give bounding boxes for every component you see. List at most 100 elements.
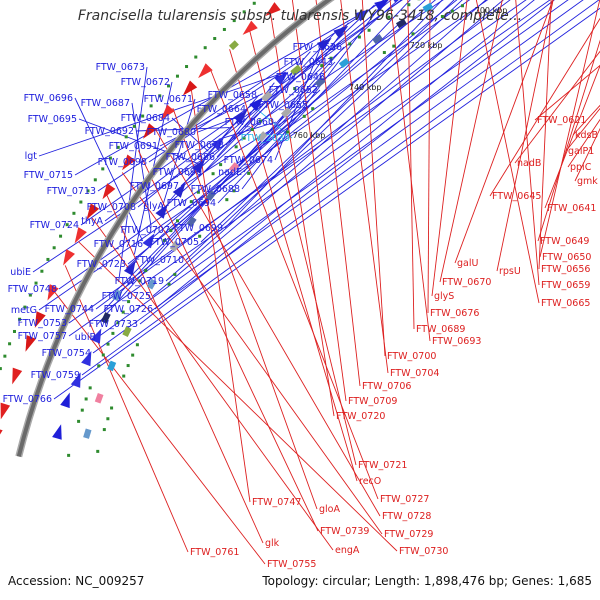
gene-labels: FTW_0636 FTW_0643 FTW_0646 FTW_0673 FTW_0652… bbox=[3, 42, 599, 570]
rna-marker bbox=[258, 119, 262, 123]
leader-line bbox=[52, 289, 266, 565]
gene-label: galU bbox=[457, 258, 478, 269]
rna-marker bbox=[242, 136, 246, 140]
rna-marker bbox=[196, 190, 200, 194]
gene-label: FTW_0761 bbox=[190, 547, 239, 558]
gene-label: FTW_0689 bbox=[416, 324, 465, 335]
rna-marker bbox=[242, 10, 246, 14]
forward-gene-arrow bbox=[249, 97, 264, 112]
leader-line bbox=[178, 104, 311, 189]
gene-label: FTW_0716 bbox=[94, 239, 143, 250]
leader-line bbox=[68, 0, 551, 337]
leader-line bbox=[81, 0, 600, 376]
gene-block bbox=[338, 57, 350, 69]
reverse-gene-arrow bbox=[0, 429, 3, 435]
reverse-gene-arrow bbox=[142, 123, 157, 139]
leader-line bbox=[291, 0, 347, 402]
rna-marker bbox=[97, 364, 101, 368]
rna-marker bbox=[302, 114, 306, 118]
leader-line bbox=[534, 64, 600, 121]
leader-line bbox=[38, 71, 287, 157]
gene-label: gloA bbox=[319, 504, 340, 515]
gene-label: FTW_0699 bbox=[174, 223, 223, 234]
rna-marker bbox=[80, 408, 84, 412]
rna-marker bbox=[34, 281, 38, 285]
rna-marker bbox=[320, 64, 324, 68]
rna-marker bbox=[329, 56, 333, 60]
gene-block bbox=[146, 278, 157, 290]
gene-label: FTW_0673 bbox=[96, 62, 145, 73]
gene-block bbox=[169, 240, 180, 252]
gene-label: FTW_0754 bbox=[42, 348, 91, 359]
gene-label: FTW_0650 bbox=[542, 252, 591, 263]
rna-marker bbox=[450, 9, 454, 13]
kbp-tick-label: 720 kbp bbox=[410, 41, 443, 50]
gene-block bbox=[205, 190, 217, 202]
gene-label: FTW_0730 bbox=[399, 546, 448, 557]
leader-line bbox=[209, 68, 379, 500]
rna-marker bbox=[411, 32, 415, 36]
gene-label: FTW_0674 bbox=[224, 155, 273, 166]
feature-rings bbox=[0, 0, 464, 457]
gene-label: FTW_0621 bbox=[537, 115, 586, 126]
rna-marker bbox=[311, 107, 315, 111]
gene-label: FTW_0705 bbox=[150, 237, 199, 248]
rna-marker bbox=[175, 219, 179, 223]
rna-marker bbox=[293, 87, 297, 91]
rna-marker bbox=[8, 342, 12, 346]
forward-gene-arrow bbox=[70, 372, 81, 388]
gene-label: FTW_0695 bbox=[28, 114, 77, 125]
rna-marker bbox=[18, 317, 22, 321]
gene-block bbox=[228, 40, 239, 51]
forward-gene-arrow bbox=[393, 0, 398, 3]
gene-label: FTW_0693 bbox=[432, 336, 481, 347]
rna-marker bbox=[211, 172, 215, 176]
gene-label: FTW_0708 bbox=[87, 202, 136, 213]
gene-label: FTW_0713 bbox=[47, 186, 96, 197]
leader-line bbox=[77, 241, 398, 552]
gene-label: FTW_0710 bbox=[135, 255, 184, 266]
rna-marker bbox=[348, 42, 352, 46]
leader-line bbox=[106, 194, 264, 544]
rna-marker bbox=[138, 279, 142, 283]
leader-line bbox=[97, 0, 385, 192]
reverse-gene-arrow bbox=[198, 63, 213, 79]
forward-gene-arrow bbox=[191, 159, 206, 174]
rna-marker bbox=[40, 269, 44, 273]
gene-label: FTW_0709 bbox=[348, 396, 397, 407]
leader-line bbox=[229, 49, 358, 482]
rna-marker bbox=[28, 293, 32, 297]
rna-marker bbox=[141, 114, 145, 118]
rna-marker bbox=[101, 353, 105, 357]
rna-marker bbox=[88, 386, 92, 390]
leader-line bbox=[159, 98, 196, 215]
gene-label: engA bbox=[335, 545, 360, 556]
leader-line bbox=[427, 0, 431, 314]
reverse-gene-arrow bbox=[265, 2, 281, 17]
gene-label: FTW_0686 bbox=[166, 152, 215, 163]
gene-label: FTW_0707 bbox=[121, 225, 170, 236]
leader-line bbox=[439, 0, 503, 283]
forward-gene-arrow bbox=[60, 392, 70, 409]
rna-marker bbox=[203, 46, 207, 50]
gene-label: FTW_0671 bbox=[144, 94, 193, 105]
leader-line bbox=[95, 0, 511, 310]
gene-block bbox=[112, 289, 123, 302]
genome-backbone bbox=[15, 0, 335, 458]
gene-label: gmk bbox=[577, 176, 598, 187]
gene-label: thyA bbox=[81, 216, 103, 227]
forward-gene-arrow bbox=[374, 0, 389, 12]
kbp-tick-label: 760 kbp bbox=[293, 131, 326, 140]
gene-label: FTW_0724 bbox=[30, 220, 79, 231]
rna-marker bbox=[72, 211, 76, 215]
forward-gene-arrow bbox=[316, 37, 332, 51]
gene-label: FTW_0755 bbox=[267, 559, 316, 570]
rna-marker bbox=[194, 55, 198, 59]
leader-line bbox=[218, 121, 277, 140]
leader-line bbox=[515, 0, 540, 286]
forward-gene-arrow bbox=[52, 424, 62, 440]
leader-line bbox=[38, 0, 489, 311]
gene-label: FTW_0759 bbox=[31, 370, 80, 381]
gene-label: recO bbox=[359, 476, 381, 487]
rna-marker bbox=[144, 269, 148, 273]
